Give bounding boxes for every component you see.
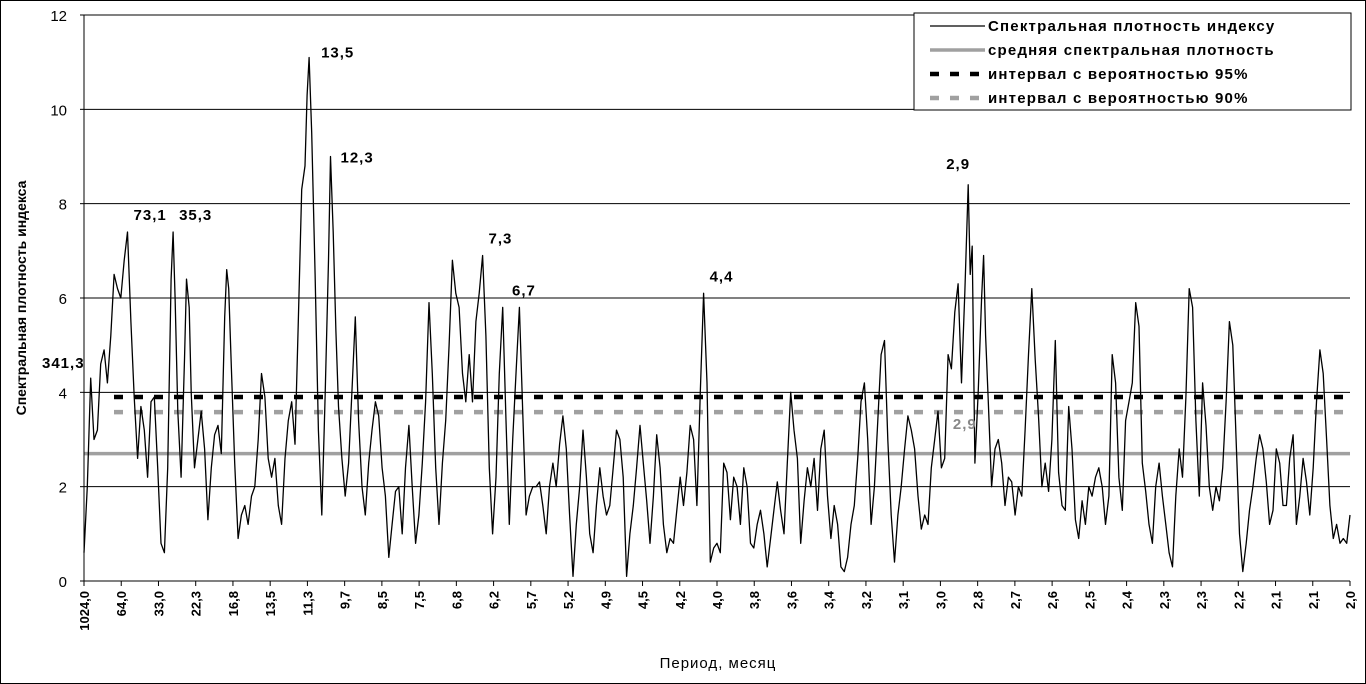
x-tick-label: 13,5 [263,591,278,616]
peak-label: 2,9 [946,156,970,173]
reference-lines [84,394,1350,456]
legend-label: интервал с вероятностью 95% [988,66,1249,83]
x-tick-label: 2,1 [1269,591,1284,609]
x-tick-label: 2,0 [1343,591,1358,609]
x-tick-label: 5,7 [524,591,539,609]
x-tick-label: 2,2 [1231,591,1246,609]
x-tick-label: 16,8 [226,591,241,616]
peak-label: 12,3 [341,150,374,167]
x-tick-label: 8,5 [375,591,390,609]
x-tick-label: 4,5 [636,591,651,609]
y-tick-label: 8 [59,197,67,214]
peak-label: 13,5 [321,44,354,61]
x-tick-label: 6,2 [487,591,502,609]
y-tick-label: 10 [50,102,67,119]
peak-label: 7,3 [489,231,513,248]
x-tick-label: 4,9 [598,591,613,609]
x-tick-label: 4,0 [710,591,725,609]
x-tick-label: 2,5 [1082,591,1097,609]
y-tick-label: 6 [59,291,67,308]
x-tick-label: 3,2 [859,591,874,609]
x-tick-label: 22,3 [189,591,204,616]
x-tick-label: 2,1 [1306,591,1321,609]
x-tick-label: 6,8 [449,591,464,609]
peak-label: 35,3 [179,207,212,224]
y-axis-ticks: 0 2 4 6 8 10 12 [50,8,84,591]
peak-label: 6,7 [512,282,536,299]
peak-label: 73,1 [134,207,167,224]
x-tick-label: 3,0 [933,591,948,609]
y-tick-label: 12 [50,8,67,25]
x-tick-label: 1024,0 [77,591,92,631]
x-tick-label: 3,6 [784,591,799,609]
legend-label: Спектральная плотность индексу [988,18,1275,35]
x-tick-label: 7,5 [412,591,427,609]
x-tick-label: 11,3 [300,591,315,616]
x-tick-label: 2,3 [1157,591,1172,609]
x-tick-label: 2,4 [1120,590,1135,609]
x-tick-label: 3,8 [747,591,762,609]
x-tick-label: 2,3 [1194,591,1209,609]
y-tick-label: 4 [59,385,67,402]
spectral-density-line [83,56,1351,577]
peak-label: 4,4 [710,268,734,285]
legend-label: интервал с вероятностью 90% [988,90,1249,107]
x-axis-title: Период, месяц [660,655,777,672]
y-tick-label: 2 [59,480,67,497]
series-group [83,56,1351,577]
x-tick-label: 2,8 [971,591,986,609]
y-tick-label: 0 [59,574,67,591]
x-tick-label: 2,6 [1045,591,1060,609]
x-tick-label: 4,2 [673,591,688,609]
x-tick-label: 3,4 [822,590,837,609]
x-axis-ticks: 1024,0 64,0 33,0 22,3 16,8 13,5 11,3 9,7 8,5 7,5 6… [77,581,1358,631]
x-tick-label: 64,0 [114,591,129,616]
x-tick-label: 5,2 [561,591,576,609]
legend: Спектральная плотность индексу средняя сп… [913,12,1352,111]
legend-label: средняя спектральная плотность [988,42,1275,59]
y-axis-title: Спектральная плотность индекса [13,180,29,415]
peak-label: 2,9 [953,416,977,433]
peak-annotations: 341,3 73,1 35,3 13,5 12,3 7,3 6,7 4,4 2,9 2,9 [42,44,977,433]
x-tick-label: 33,0 [151,591,166,616]
x-tick-label: 3,1 [896,591,911,609]
x-tick-label: 9,7 [338,591,353,609]
x-tick-label: 2,7 [1008,591,1023,609]
legend-box [913,12,1352,111]
peak-label: 341,3 [42,355,85,372]
